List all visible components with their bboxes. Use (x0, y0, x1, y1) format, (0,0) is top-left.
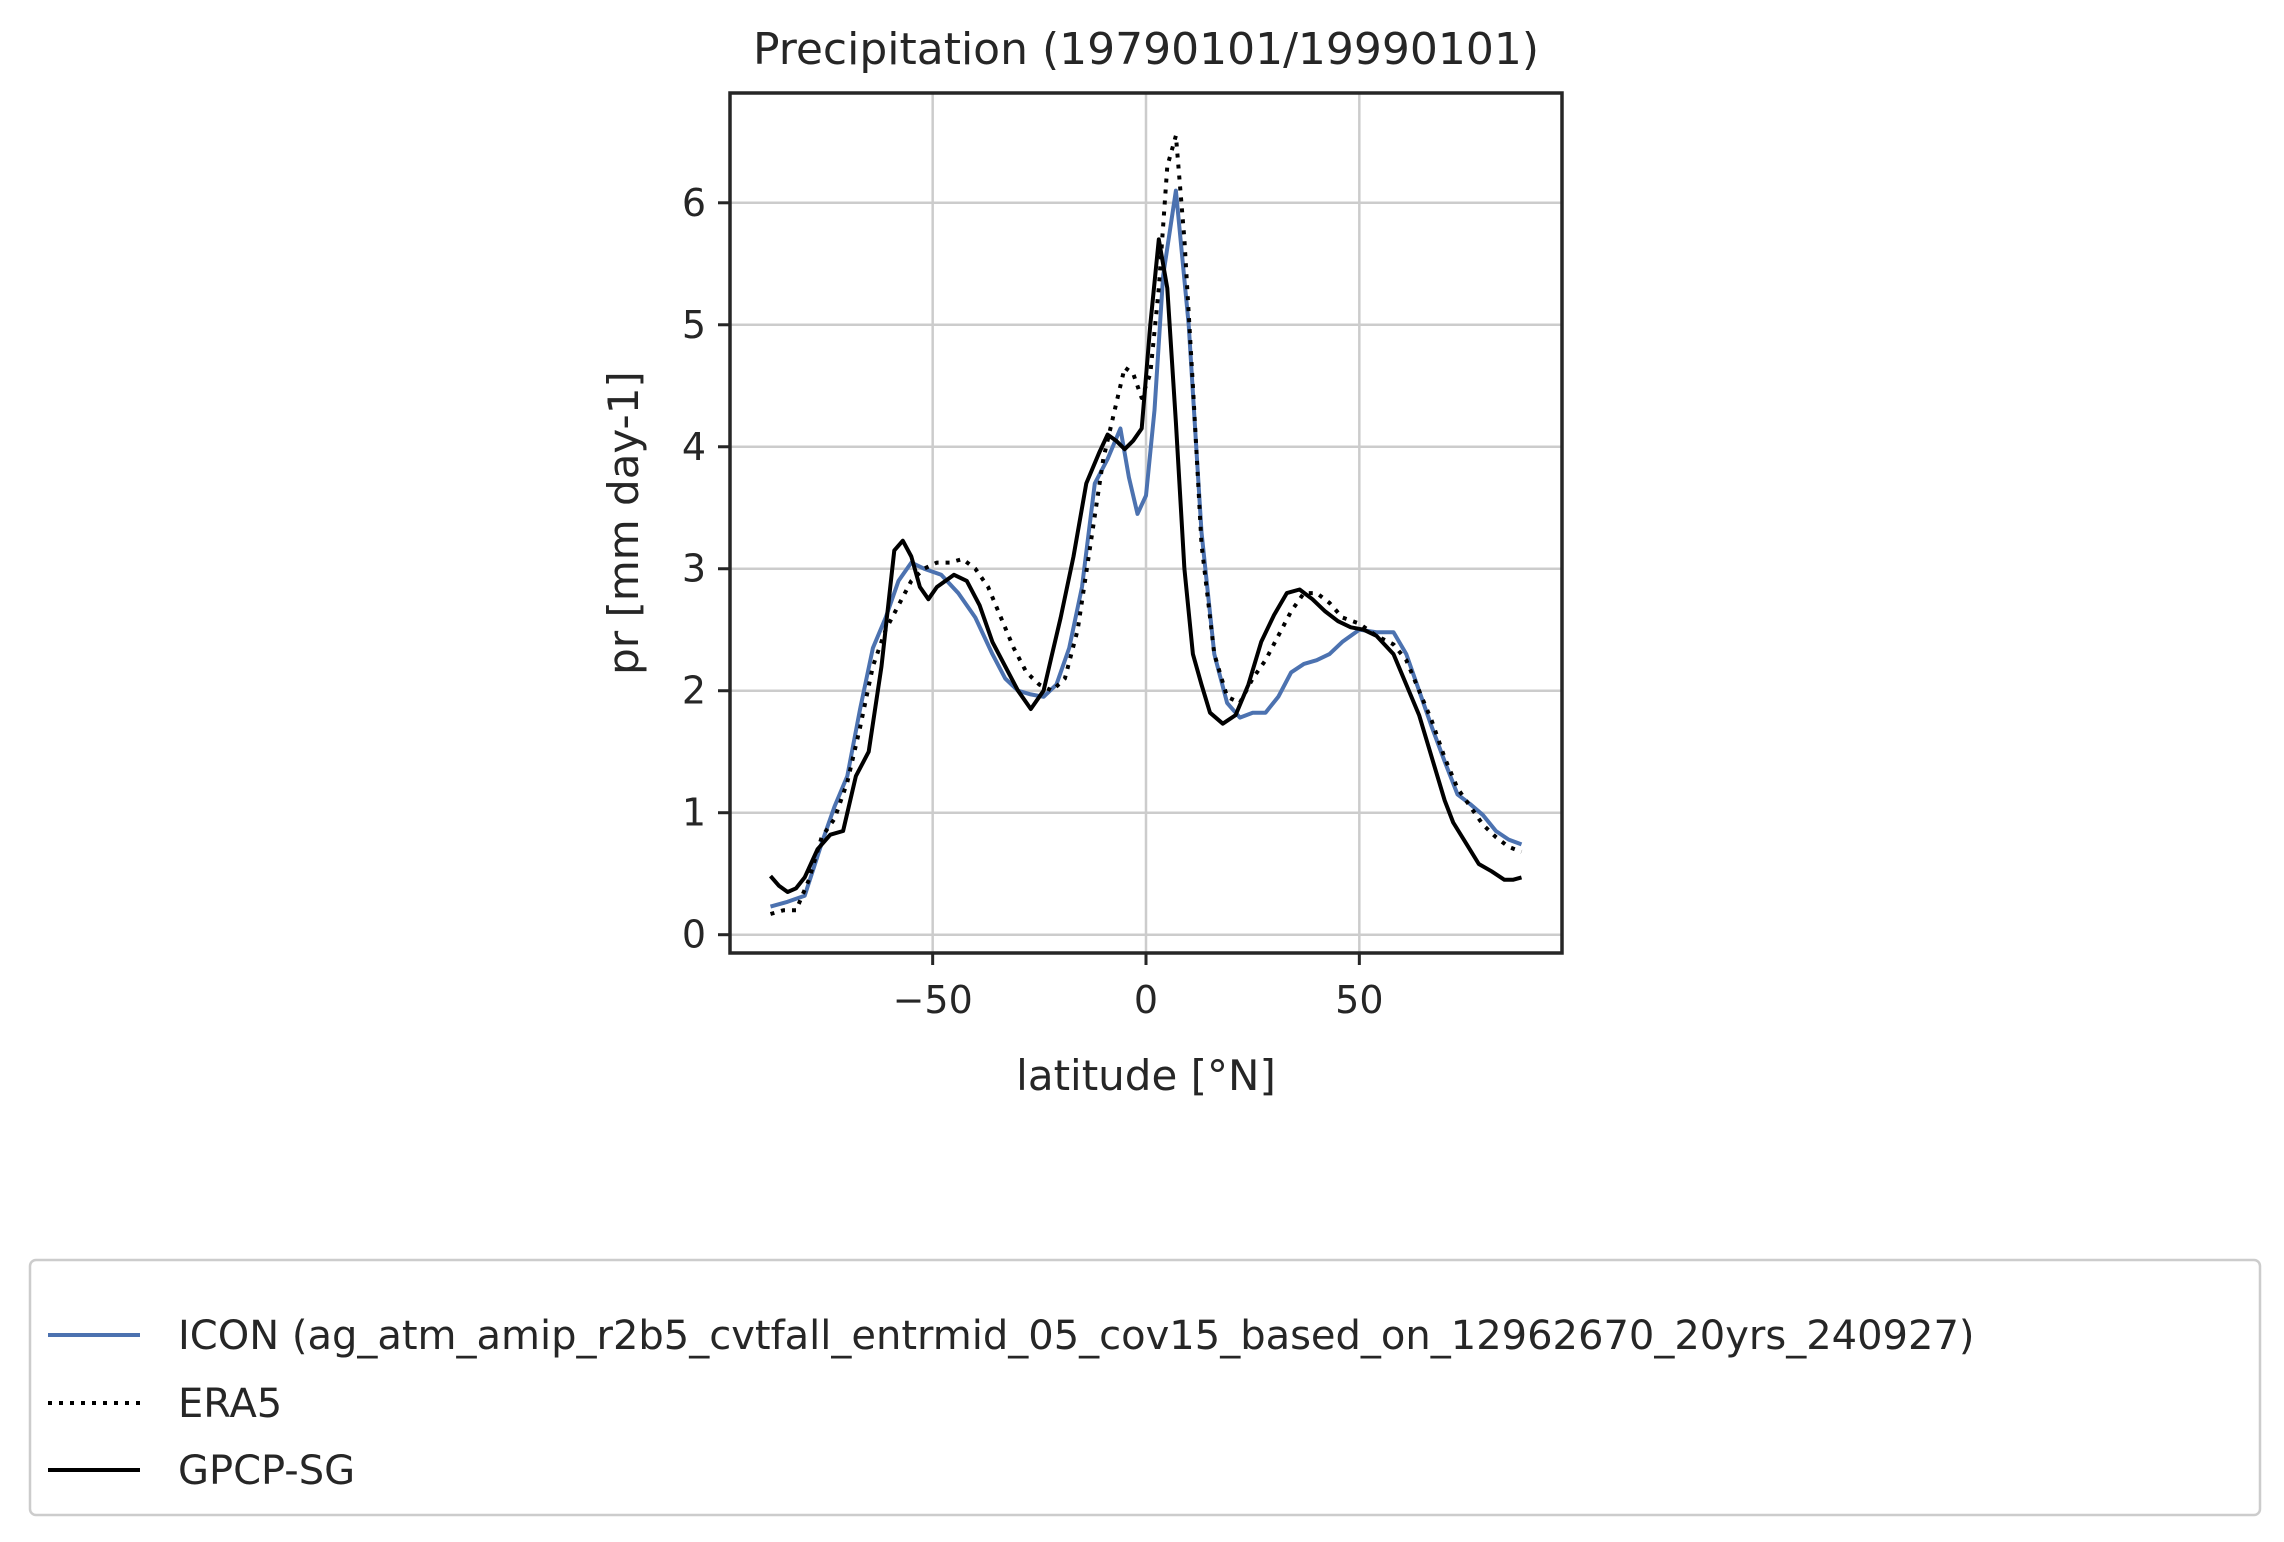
legend-label-gpcp: GPCP-SG (178, 1448, 355, 1494)
x-tick-label: 50 (1335, 978, 1383, 1022)
x-axis-label: latitude [°N] (1016, 1051, 1276, 1100)
legend-box (28, 1258, 2262, 1517)
x-tick-label: 0 (1134, 978, 1158, 1022)
y-tick-label: 0 (682, 913, 706, 957)
series-line-era5 (769, 133, 1523, 916)
y-axis-label: pr [mm day-1] (599, 371, 648, 675)
y-tick-label: 2 (682, 669, 706, 713)
y-tick-label: 6 (682, 181, 706, 225)
series-line-gpcp-sg (768, 237, 1523, 894)
y-tick-label: 4 (682, 425, 706, 469)
y-tick-label: 1 (682, 791, 706, 835)
ticks: −50 0 50 0 1 2 3 4 5 6 (682, 181, 1384, 1022)
series-line-icon (769, 188, 1523, 909)
legend: ICON (ag_atm_amip_r2b5_cvtfall_entrmid_0… (28, 1258, 2262, 1517)
series-layer (768, 133, 1523, 916)
y-tick-label: 3 (682, 547, 706, 591)
grid (730, 93, 1562, 953)
legend-label-era5: ERA5 (178, 1381, 282, 1427)
x-tick-label: −50 (893, 978, 973, 1022)
y-tick-label: 5 (682, 303, 706, 347)
legend-label-icon-model: ICON (ag_atm_amip_r2b5_cvtfall_entrmid_0… (178, 1313, 1975, 1359)
chart-title: Precipitation (19790101/19990101) (753, 24, 1539, 75)
